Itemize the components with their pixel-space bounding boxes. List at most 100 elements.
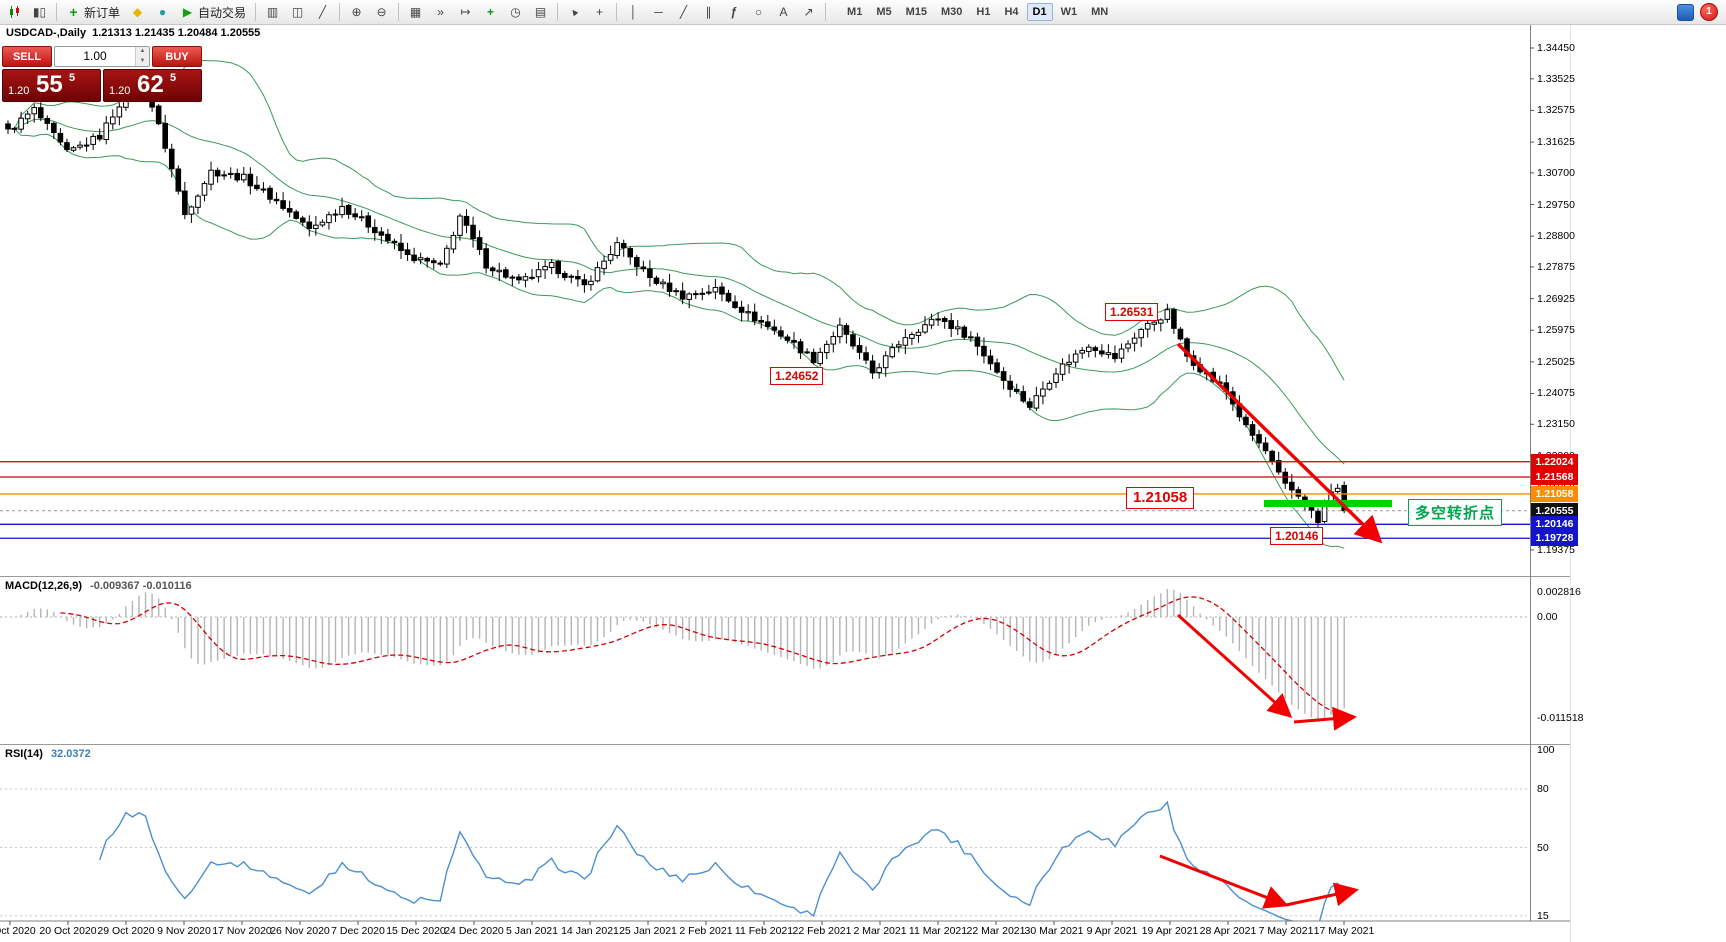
candles-icon: ◫ bbox=[291, 5, 304, 19]
timeframe-m15[interactable]: M15 bbox=[905, 6, 927, 18]
diamond-yellow-icon: ◆ bbox=[132, 5, 143, 19]
fibo-icon: ƒ bbox=[730, 5, 737, 19]
new-order-button[interactable]: + 新订单 bbox=[62, 1, 124, 23]
tile-windows-button[interactable]: ▦ bbox=[404, 1, 427, 23]
autotrading-button[interactable]: ▶ 自动交易 bbox=[176, 1, 250, 23]
timeframe-toolbar: M1 M5 M15 M30 H1 H4 D1 W1 MN bbox=[840, 0, 1115, 24]
community-icon[interactable] bbox=[1677, 3, 1694, 21]
fibonacci-button[interactable]: ƒ bbox=[722, 1, 745, 23]
autoscroll-icon: » bbox=[437, 5, 444, 19]
toolbar-separator bbox=[557, 3, 559, 21]
main-toolbar: ▮▯ + 新订单 ◆ ● ▶ 自动交易 ▥ ◫ ╱ ⊕ ⊖ ▦» ↦ + ◷ ▤ ▲ + │ ─ ╱ ∥ ƒ ○ A ↗ M1 M5 M… bbox=[0, 0, 1726, 25]
line-chart-button[interactable]: ╱ bbox=[311, 1, 334, 23]
notifications-badge[interactable]: 1 bbox=[1700, 3, 1718, 21]
community-button[interactable]: ● bbox=[151, 1, 174, 23]
toolbar-separator bbox=[825, 3, 827, 21]
price-scale[interactable] bbox=[1530, 24, 1590, 921]
trend-line-button[interactable]: ╱ bbox=[672, 1, 695, 23]
timeframe-mn[interactable]: MN bbox=[1091, 6, 1109, 18]
main-chart-layer bbox=[0, 59, 1530, 549]
tile-icon: ▦ bbox=[409, 5, 422, 19]
candlestick-chart-button[interactable]: ◫ bbox=[286, 1, 309, 23]
sell-button[interactable]: SELL bbox=[2, 46, 52, 67]
vertical-line-button[interactable]: │ bbox=[622, 1, 645, 23]
bid-prefix: 1.20 bbox=[8, 85, 30, 97]
shapes-icon: ○ bbox=[754, 5, 763, 19]
timeframe-m5[interactable]: M5 bbox=[876, 6, 892, 18]
timeframe-h1[interactable]: H1 bbox=[976, 6, 991, 18]
timeframe-m30[interactable]: M30 bbox=[941, 6, 963, 18]
toolbar-right: 1 bbox=[1677, 3, 1726, 21]
zoom-out-button[interactable]: ⊖ bbox=[370, 1, 393, 23]
app-chart-icon bbox=[4, 1, 26, 23]
timeframe-h4[interactable]: H4 bbox=[1004, 6, 1019, 18]
trend-arrow[interactable] bbox=[1176, 342, 1383, 544]
time-scale[interactable] bbox=[0, 921, 1570, 942]
ohlc-values: 1.21313 1.21435 1.20484 1.20555 bbox=[92, 27, 261, 39]
volume-spinner[interactable]: ▲ ▼ bbox=[135, 47, 149, 66]
toolbar-separator bbox=[339, 3, 341, 21]
vline-icon: │ bbox=[629, 5, 638, 19]
macd-name: MACD(12,26,9) bbox=[5, 580, 83, 592]
macd-signal-line bbox=[60, 596, 1345, 714]
templates-button[interactable]: ▤ bbox=[529, 1, 552, 23]
volume-input[interactable]: 1.00 ▲ ▼ bbox=[54, 46, 150, 67]
toolbar-separator bbox=[255, 3, 257, 21]
cursor-icon: ▲ bbox=[567, 4, 582, 20]
indicator-icon: + bbox=[487, 5, 495, 19]
indicators-button[interactable]: + bbox=[479, 1, 502, 23]
periods-button[interactable]: ◷ bbox=[504, 1, 527, 23]
zoom-in-button[interactable]: ⊕ bbox=[345, 1, 368, 23]
text-label-button[interactable]: A bbox=[772, 1, 795, 23]
rsi-value: 32.0372 bbox=[50, 748, 91, 760]
rsi-layer bbox=[0, 788, 1530, 921]
spinner-up-icon[interactable]: ▲ bbox=[136, 47, 149, 57]
crosshair-icon: + bbox=[596, 5, 604, 19]
one-click-trading-widget: SELL 1.00 ▲ ▼ BUY 1.20 55 5 1.20 62 5 bbox=[2, 46, 202, 102]
arrow-objects-button[interactable]: ↗ bbox=[797, 1, 820, 23]
chart-shift-button[interactable]: ↦ bbox=[454, 1, 477, 23]
arrow-icon: ↗ bbox=[803, 5, 814, 19]
clock-icon: ◷ bbox=[510, 5, 521, 19]
rsi-trend-arrow[interactable] bbox=[1159, 854, 1289, 909]
autotrading-label: 自动交易 bbox=[198, 5, 247, 20]
spinner-down-icon[interactable]: ▼ bbox=[136, 56, 149, 66]
horizontal-line-button[interactable]: ─ bbox=[647, 1, 670, 23]
bar-chart-button[interactable]: ▥ bbox=[261, 1, 284, 23]
bars-icon: ▥ bbox=[266, 5, 279, 19]
timeframe-w1[interactable]: W1 bbox=[1060, 6, 1078, 18]
profiles-button[interactable]: ▮▯ bbox=[28, 1, 51, 23]
bid-quote[interactable]: 1.20 55 5 bbox=[2, 69, 101, 102]
rsi-trend-arrow[interactable] bbox=[1285, 882, 1359, 907]
geometric-shapes-button[interactable]: ○ bbox=[747, 1, 770, 23]
line-icon: ╱ bbox=[318, 5, 327, 19]
macd-values: -0.009367 -0.010116 bbox=[90, 580, 192, 592]
tline-icon: ╱ bbox=[679, 5, 688, 19]
auto-scroll-button[interactable]: » bbox=[429, 1, 452, 23]
text-icon: A bbox=[779, 5, 788, 19]
quote-row: 1.20 55 5 1.20 62 5 bbox=[2, 69, 202, 102]
ask-quote[interactable]: 1.20 62 5 bbox=[103, 69, 202, 102]
plus-green-icon: + bbox=[69, 4, 78, 20]
hline-icon: ─ bbox=[654, 5, 663, 19]
macd-layer bbox=[0, 588, 1530, 731]
metaeditor-button[interactable]: ◆ bbox=[126, 1, 149, 23]
rsi-indicator-label: RSI(14) 32.0372 bbox=[5, 748, 91, 760]
timeframe-m1[interactable]: M1 bbox=[847, 6, 863, 18]
macd-trend-arrow[interactable] bbox=[1293, 706, 1357, 731]
volume-value: 1.00 bbox=[83, 49, 107, 63]
macd-trend-arrow[interactable] bbox=[1176, 613, 1293, 719]
chart-title: USDCAD-,Daily 1.21313 1.21435 1.20484 1.2… bbox=[6, 27, 260, 39]
crosshair-button[interactable]: + bbox=[588, 1, 611, 23]
support-zone[interactable] bbox=[1264, 500, 1392, 507]
equidistant-channel-button[interactable]: ∥ bbox=[697, 1, 720, 23]
timeframe-d1[interactable]: D1 bbox=[1026, 3, 1053, 21]
buy-button[interactable]: BUY bbox=[152, 46, 202, 67]
cursor-button[interactable]: ▲ bbox=[563, 1, 586, 23]
mini-candle-icon bbox=[10, 6, 19, 18]
macd-indicator-label: MACD(12,26,9) -0.009367 -0.010116 bbox=[5, 580, 192, 592]
rsi-line bbox=[99, 800, 1345, 921]
play-green-icon: ▶ bbox=[182, 5, 193, 19]
